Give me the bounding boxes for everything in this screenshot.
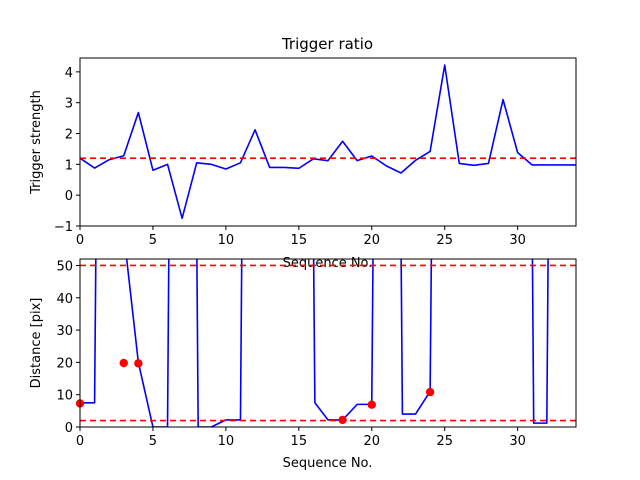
y-tick-label: 0 xyxy=(65,421,73,436)
y-tick-label: 50 xyxy=(56,259,73,274)
y-axis-label: Distance [pix] xyxy=(29,298,44,389)
marks-layer xyxy=(75,259,576,427)
x-tick-label: 0 xyxy=(76,233,84,248)
x-tick-label: 20 xyxy=(363,233,380,248)
x-tick-label: 30 xyxy=(509,233,526,248)
data-point-marker xyxy=(367,400,376,409)
data-point-marker xyxy=(134,359,143,368)
x-tick-label: 25 xyxy=(436,233,453,248)
y-tick-label: 2 xyxy=(65,128,73,143)
x-tick-label: 15 xyxy=(291,233,308,248)
data-point-marker xyxy=(119,358,128,368)
y-tick-label: 10 xyxy=(56,389,73,404)
x-tick-label: 30 xyxy=(509,434,526,449)
data-point-marker xyxy=(425,387,435,397)
series-line xyxy=(80,64,576,220)
x-tick-label: 25 xyxy=(436,434,453,449)
marks-layer xyxy=(80,64,576,220)
trigger-ratio-panel: Trigger ratio Trigger strength Sequence … xyxy=(29,35,577,271)
y-axis-label: Trigger strength xyxy=(29,90,44,195)
y-tick-label: 1 xyxy=(65,158,73,173)
x-tick-label: 10 xyxy=(218,434,235,449)
x-axis-label: Sequence No. xyxy=(283,256,373,271)
x-tick-label: 20 xyxy=(363,434,380,449)
series-line xyxy=(80,259,549,427)
x-tick-label: 5 xyxy=(149,434,157,449)
y-tick-label: 30 xyxy=(56,324,73,339)
y-tick-label: 0 xyxy=(65,189,73,204)
x-tick-label: 0 xyxy=(76,434,84,449)
y-tick-label: −1 xyxy=(54,220,73,235)
y-tick-label: 40 xyxy=(56,292,73,307)
plot-frame xyxy=(79,57,577,227)
plot-frame xyxy=(79,258,577,428)
distance-panel: Distance [pix] Sequence No. 0 5 10 15 20 25 30… xyxy=(29,258,577,471)
tick-layer: 0 5 10 15 20 25 30 0 10 20 30 40 50 xyxy=(56,259,525,449)
x-axis-label: Sequence No. xyxy=(283,456,373,471)
y-tick-label: 4 xyxy=(65,66,73,81)
chart-title: Trigger ratio xyxy=(281,35,373,53)
y-tick-label: 20 xyxy=(56,356,73,371)
x-tick-label: 15 xyxy=(291,434,308,449)
x-tick-label: 10 xyxy=(218,233,235,248)
y-tick-label: 3 xyxy=(65,97,73,112)
x-tick-label: 5 xyxy=(149,233,157,248)
data-point-marker xyxy=(338,415,347,425)
